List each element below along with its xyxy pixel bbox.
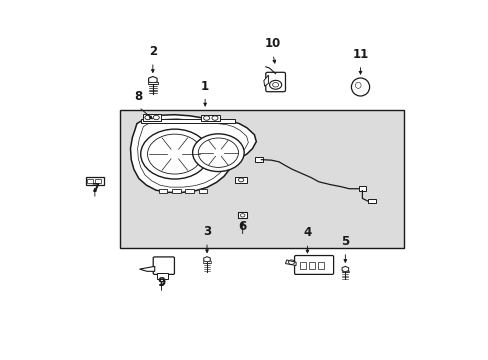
Bar <box>142 114 161 121</box>
Bar <box>147 82 158 84</box>
FancyBboxPatch shape <box>265 72 285 92</box>
Text: 5: 5 <box>341 235 349 248</box>
Polygon shape <box>264 75 268 86</box>
Bar <box>198 189 206 193</box>
Polygon shape <box>130 115 256 192</box>
Ellipse shape <box>351 78 369 96</box>
FancyBboxPatch shape <box>157 273 167 279</box>
Circle shape <box>192 134 244 172</box>
Bar <box>238 212 246 219</box>
Circle shape <box>141 129 208 179</box>
Polygon shape <box>148 76 157 84</box>
Bar <box>299 262 305 269</box>
Text: 9: 9 <box>157 276 165 289</box>
Bar <box>185 189 193 193</box>
Bar <box>317 262 324 269</box>
Bar <box>341 271 348 273</box>
Text: 2: 2 <box>148 45 157 58</box>
Polygon shape <box>139 266 154 271</box>
FancyBboxPatch shape <box>294 256 333 274</box>
Text: 6: 6 <box>238 220 246 233</box>
Bar <box>87 179 93 183</box>
Text: 7: 7 <box>91 182 99 195</box>
Bar <box>203 261 210 263</box>
Bar <box>159 189 167 193</box>
Text: 4: 4 <box>303 226 311 239</box>
Text: 3: 3 <box>203 225 211 238</box>
Text: 10: 10 <box>264 37 281 50</box>
Bar <box>141 120 235 123</box>
FancyBboxPatch shape <box>153 257 174 274</box>
Polygon shape <box>285 260 296 266</box>
Circle shape <box>269 80 281 89</box>
Bar <box>235 176 246 183</box>
Bar <box>172 189 180 193</box>
Bar <box>85 177 104 185</box>
Text: 11: 11 <box>352 48 368 61</box>
Bar <box>95 179 101 183</box>
Bar <box>255 157 262 162</box>
Bar <box>308 262 314 269</box>
Bar <box>358 186 366 191</box>
Polygon shape <box>342 266 348 272</box>
Bar <box>120 110 403 248</box>
Bar <box>201 115 219 121</box>
Polygon shape <box>203 257 210 262</box>
Text: 8: 8 <box>134 90 142 103</box>
Bar <box>367 199 375 203</box>
Text: 1: 1 <box>201 80 209 93</box>
